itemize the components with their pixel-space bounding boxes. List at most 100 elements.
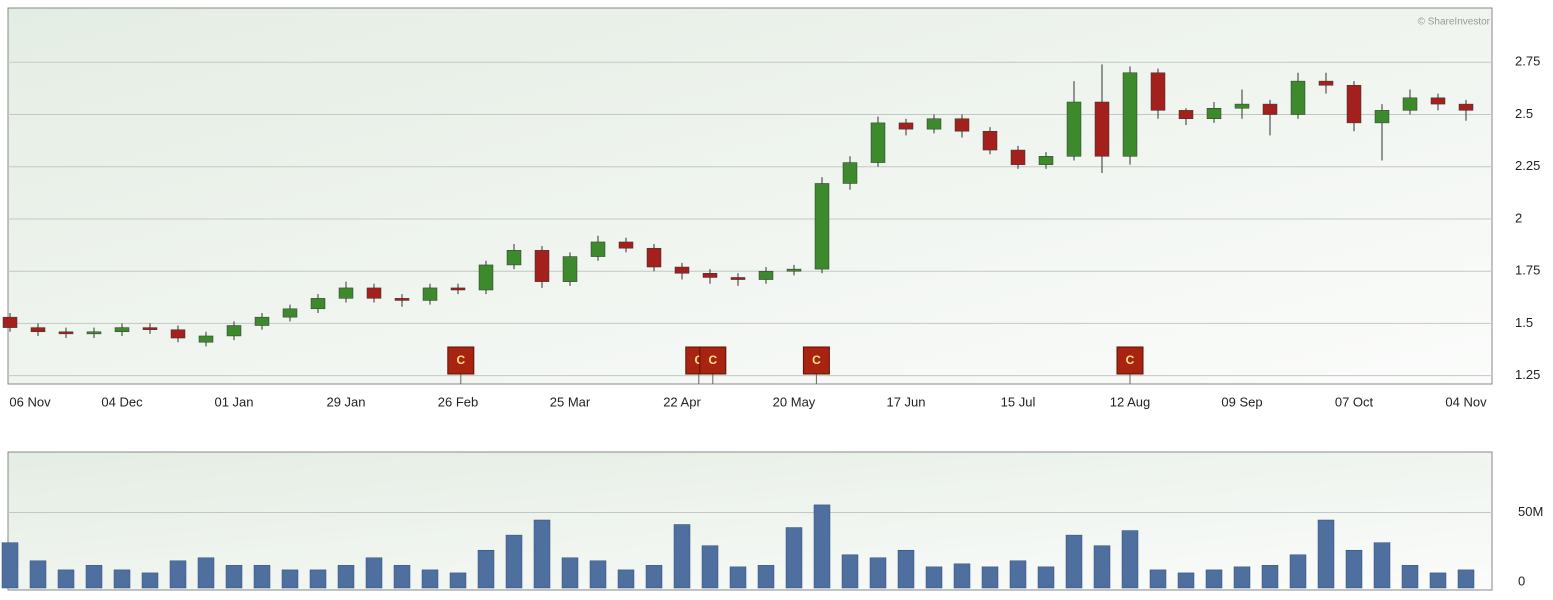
candle-body [1262,103,1278,115]
x-tick-label: 20 May [773,394,816,409]
volume-bar [421,569,439,589]
volume-bar [841,554,859,589]
candle-body [114,327,130,333]
candle-body [814,183,830,270]
candle-body [1430,97,1446,105]
candle-body [1234,103,1250,109]
x-tick-label: 09 Sep [1221,394,1262,409]
candle-body [394,298,410,301]
volume-bar [365,557,383,589]
volume-bar [813,504,831,589]
volume-bar [449,572,467,589]
candle-body [58,331,74,335]
volume-bar [505,534,523,589]
volume-bar [1373,542,1391,589]
volume-bar [701,545,719,589]
x-tick-label: 29 Jan [326,394,365,409]
candle-body [30,327,46,333]
candle-body [646,247,662,268]
y-tick-label: 1.25 [1515,367,1540,382]
x-tick-label: 04 Dec [101,394,143,409]
candle-body [1318,80,1334,86]
candle-body [310,298,326,310]
volume-bar [589,560,607,589]
candle-body [702,273,718,278]
candle-body [2,316,18,328]
volume-bar [1233,566,1251,589]
candle-body [1038,156,1054,165]
candle-body [1066,101,1082,157]
volume-bar [57,569,75,589]
candle-body [478,264,494,291]
y-tick-label: 2.75 [1515,54,1540,69]
volume-bar [29,560,47,589]
candle-body [338,287,354,299]
candle-body [786,268,802,272]
candle-body [1458,103,1474,111]
candle-body [1402,97,1418,111]
volume-bar [141,572,159,589]
candle-body [898,122,914,130]
volume-bar [113,569,131,589]
volume-bar [645,565,663,589]
candle-body [758,270,774,280]
y-tick-label: 0 [1518,573,1525,588]
volume-bar [561,557,579,589]
y-tick-label: 2.5 [1515,106,1533,121]
x-tick-label: 15 Jul [1001,394,1036,409]
candle-body [450,287,466,291]
volume-bar [477,549,495,589]
candle-body [170,329,186,339]
volume-bar [1345,549,1363,589]
candle-body [982,130,998,151]
candle-body [1206,108,1222,119]
volume-bar [1149,569,1167,589]
volume-bar [1037,566,1055,589]
volume-bar [673,524,691,589]
volume-bar [197,557,215,589]
candle-body [1374,110,1390,124]
volume-bar [1401,565,1419,589]
candle-body [954,118,970,132]
candle-body [730,277,746,280]
event-flag [802,346,830,375]
candle-body [534,250,550,282]
x-tick-label: 01 Jan [214,394,253,409]
y-tick-label: 50M [1518,504,1543,519]
x-tick-label: 06 Nov [9,394,51,409]
x-tick-label: 22 Apr [663,394,701,409]
volume-bar [1261,565,1279,589]
volume-bar [1093,545,1111,589]
candle-body [1010,149,1026,165]
volume-bar [225,565,243,589]
volume-bar [1121,530,1139,589]
volume-bar [925,566,943,589]
volume-bar [85,565,103,589]
volume-bar [1457,569,1475,589]
volume-bar [533,519,551,589]
event-flag [1116,346,1144,375]
volume-bar [897,549,915,589]
event-label: C [1126,353,1135,367]
volume-bar [1317,519,1335,589]
credit: © ShareInvestor [1418,17,1491,28]
candle-body [870,122,886,163]
candle-body [254,316,270,326]
x-tick-label: 12 Aug [1110,394,1151,409]
volume-bar [1009,560,1027,589]
volume-bar [1289,554,1307,589]
volume-bar [393,565,411,589]
y-tick-label: 2 [1515,210,1522,225]
event-label: C [708,353,717,367]
event-flag [447,346,475,375]
candle-body [1346,85,1362,124]
x-tick-label: 17 Jun [886,394,925,409]
volume-bar [617,569,635,589]
volume-bar [757,565,775,589]
volume-bar [1429,572,1447,589]
x-tick-label: 07 Oct [1335,394,1374,409]
candle-body [226,325,242,337]
candle-body [506,250,522,266]
candle-body [674,266,690,274]
